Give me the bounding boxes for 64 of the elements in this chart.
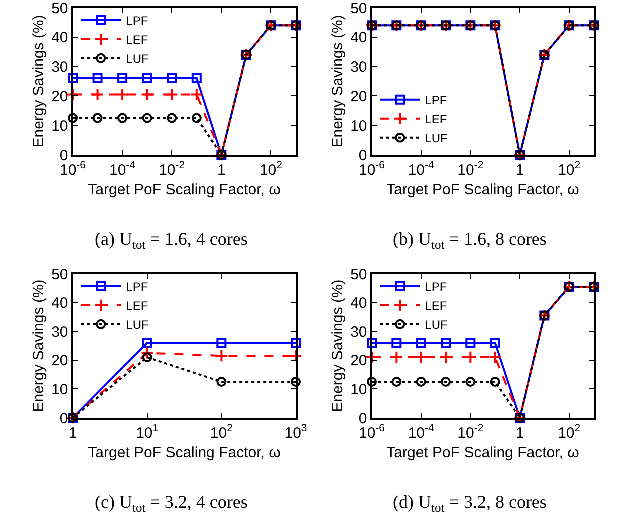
y-tick-label: 0 xyxy=(358,410,368,428)
x-tick-label: 10$^{-4}$ xyxy=(408,159,434,179)
legend-label: LPF xyxy=(126,14,148,28)
x-axis-title: Target PoF Scaling Factor, ω xyxy=(88,181,282,198)
legend-label: LUF xyxy=(126,52,149,66)
y-tick-label: 30 xyxy=(350,324,368,341)
x-tick-label: 10$^{-2}$ xyxy=(458,159,484,179)
legend-label: LUF xyxy=(425,132,448,146)
y-tick-label: 0 xyxy=(60,147,68,164)
y-tick-label: 50 xyxy=(350,0,368,18)
y-tick-label: 10 xyxy=(350,118,368,135)
legend-label: LPF xyxy=(425,94,448,108)
x-tick-label: 1 xyxy=(68,424,78,442)
legend-label: LPF xyxy=(425,280,448,294)
x-axis-title: Target PoF Scaling Factor, ω xyxy=(88,444,282,462)
x-tick-label: 10$^{-2}$ xyxy=(458,422,484,442)
y-tick-label: 10 xyxy=(52,118,68,135)
y-tick-label: 10 xyxy=(350,381,368,398)
x-axis-title: Target PoF Scaling Factor, ω xyxy=(386,181,580,198)
y-tick-label: 50 xyxy=(52,266,68,284)
text: (a) U$_{tot}$ = 1.6, 4 cores xyxy=(95,229,248,252)
x-tick-label: 10$^{2}$ xyxy=(558,159,581,179)
legend-label: LPF xyxy=(126,280,148,294)
y-tick-label: 20 xyxy=(52,352,68,370)
y-tick-label: 40 xyxy=(350,295,368,312)
y-axis-title: Energy Savings (%) xyxy=(329,15,346,148)
x-axis-title: Target PoF Scaling Factor, ω xyxy=(386,444,580,462)
y-axis-title: Energy Savings (%) xyxy=(30,15,48,148)
legend-label: LUF xyxy=(425,318,448,332)
legend-label: LEF xyxy=(425,299,448,314)
legend-label: LEF xyxy=(126,33,148,48)
y-tick-label: 50 xyxy=(52,0,68,18)
y-tick-label: 40 xyxy=(52,295,68,312)
legend-label: LUF xyxy=(126,318,149,332)
y-axis-title: Energy Savings (%) xyxy=(30,280,48,412)
x-tick-label: 1 xyxy=(516,162,524,179)
x-tick-label: 10$^{2}$ xyxy=(558,422,581,442)
legend-label: LEF xyxy=(425,112,448,127)
text: (c) U$_{tot}$ = 3.2, 4 cores xyxy=(95,492,248,515)
x-tick-label: 10$^{-4}$ xyxy=(110,159,136,179)
x-tick-label: 10$^{-2}$ xyxy=(159,159,186,179)
y-tick-label: 20 xyxy=(350,352,368,370)
text: (d) U$_{tot}$ = 3.2, 8 cores xyxy=(393,492,547,515)
y-tick-label: 20 xyxy=(350,88,368,106)
legend-label: LEF xyxy=(126,299,148,314)
y-tick-label: 30 xyxy=(350,59,368,76)
y-tick-label: 0 xyxy=(60,410,68,428)
x-tick-label: 10$^{-4}$ xyxy=(408,422,434,442)
x-tick-label: 10$^{2}$ xyxy=(260,159,283,179)
x-tick-label: 10$^{3}$ xyxy=(284,422,308,442)
y-axis-title: Energy Savings (%) xyxy=(329,280,346,412)
y-tick-label: 50 xyxy=(350,266,368,284)
y-tick-label: 20 xyxy=(52,88,68,106)
x-tick-label: 1 xyxy=(218,162,226,179)
y-tick-label: 40 xyxy=(52,30,68,47)
y-tick-label: 30 xyxy=(52,324,68,341)
y-tick-label: 10 xyxy=(52,381,68,398)
x-tick-label: 10$^{2}$ xyxy=(210,422,234,442)
x-tick-label: 10$^{1}$ xyxy=(136,422,159,442)
y-tick-label: 30 xyxy=(52,59,68,76)
y-tick-label: 0 xyxy=(358,147,368,164)
text: (b) U$_{tot}$ = 1.6, 8 cores xyxy=(393,229,547,252)
x-tick-label: 1 xyxy=(516,424,524,442)
y-tick-label: 40 xyxy=(350,30,368,47)
